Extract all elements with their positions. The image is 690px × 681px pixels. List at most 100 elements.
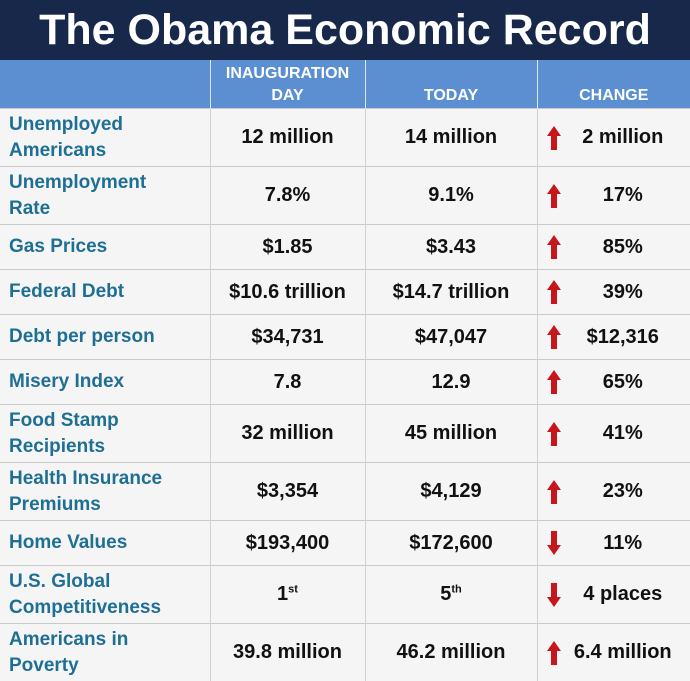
today-value-text: $47,047 [414,325,488,348]
arrow-up-icon [546,235,561,259]
today-value: $47,047 [365,314,538,360]
today-value-text: 45 million [404,422,498,444]
row-label-line2: Competitiveness [9,596,162,618]
header-inauguration-line1: INAUGURATION [225,65,350,82]
inauguration-value: 7.8 [210,359,366,405]
arrow-up-icon [546,640,561,665]
today-value-text: 5 [440,583,452,605]
row-label-line1: Health Insurance [9,467,163,489]
row-label-line2: Poverty [9,654,79,676]
inauguration-value-text: 32 million [241,422,334,444]
row-label-line1: Debt per person [9,326,155,347]
change-value: 4 places [537,565,690,624]
arrow-down-icon [546,582,561,607]
inauguration-value-text: $193,400 [245,531,330,554]
change-value-text: 2 million [582,126,664,148]
record-table: INAUGURATION DAY TODAY CHANGE Unemployed… [0,60,690,681]
change-value-text: 17% [602,184,643,206]
today-value-text: 14 million [404,126,498,148]
change-value-text: 41% [602,422,643,444]
today-value: 9.1% [365,166,538,225]
inauguration-value: $10.6 trillion [210,269,366,315]
row-label: Misery Index [0,359,211,405]
arrow-down-icon [546,531,561,555]
row-label-line2: Rate [9,197,51,219]
change-value-text: 11% [603,531,643,554]
inauguration-value-text: 1 [277,583,289,605]
row-label: Health Insurance Premiums [0,462,211,521]
inauguration-value: 39.8 million [210,623,366,681]
change-value: 65% [537,359,690,405]
table-row: Food Stamp Recipients 32 million 45 million… [0,404,690,463]
row-label-line1: U.S. Global [9,570,111,592]
change-value-text: 4 places [583,583,663,605]
change-value-text: $12,316 [586,325,659,348]
row-label: Americans in Poverty [0,623,211,681]
row-label-line1: Federal Debt [9,281,125,302]
change-value-text: 23% [602,480,643,502]
inauguration-value-text: 12 million [241,126,334,148]
row-label-line2: Americans [9,139,107,161]
today-value: $14.7 trillion [365,269,538,315]
today-value: 14 million [365,108,538,167]
header-metric [0,60,211,109]
header-today: TODAY [365,60,538,109]
inauguration-value: $193,400 [210,520,366,566]
row-label: Unemployment Rate [0,166,211,225]
row-label: Unemployed Americans [0,108,211,167]
table-row: Gas Prices $1.85 $3.43 85% [0,224,690,270]
today-value: 45 million [365,404,538,463]
change-value: 2 million [537,108,690,167]
inauguration-value-text: $34,731 [251,325,324,348]
arrow-up-icon [546,125,561,150]
header-inauguration-line2: DAY [271,87,304,104]
change-value-text: 85% [602,235,643,258]
change-value-text: 6.4 million [573,641,672,663]
header-change: CHANGE [537,60,690,109]
change-value: 17% [537,166,690,225]
table-row: Unemployed Americans 12 million 14 million 2… [0,108,690,167]
table-row: Federal Debt $10.6 trillion $14.7 trillion… [0,269,690,315]
row-label: Food Stamp Recipients [0,404,211,463]
row-label-line1: Gas Prices [9,236,108,257]
today-value-text: $172,600 [409,531,493,554]
row-label-line1: Food Stamp [9,409,119,431]
arrow-up-icon [546,183,561,208]
header-inauguration-day: INAUGURATION DAY [210,60,366,109]
row-label: Debt per person [0,314,211,360]
inauguration-value: $34,731 [210,314,366,360]
row-label-line2: Premiums [9,493,101,515]
row-label: Federal Debt [0,269,211,315]
table-row: Debt per person $34,731 $47,047 $12,316 [0,314,690,360]
inauguration-value: $3,354 [210,462,366,521]
inauguration-value-text: 7.8 [273,370,302,393]
table-row: U.S. Global Competitiveness 1st 5th 4 places [0,565,690,624]
arrow-up-icon [546,479,561,504]
inauguration-value: 7.8% [210,166,366,225]
inauguration-value-text: 39.8 million [233,641,342,663]
inauguration-value-text: $1.85 [262,235,313,258]
header-row: INAUGURATION DAY TODAY CHANGE [0,60,690,109]
change-value: 41% [537,404,690,463]
today-value: $172,600 [365,520,538,566]
table-row: Health Insurance Premiums $3,354 $4,129 23% [0,462,690,521]
today-value-text: $14.7 trillion [392,280,510,303]
inauguration-value: 1st [210,565,366,624]
today-value: 12.9 [365,359,538,405]
today-value: 5th [365,565,538,624]
today-value-text: 12.9 [431,370,471,393]
today-value: 46.2 million [365,623,538,681]
row-label-line2: Recipients [9,435,106,457]
row-label: Home Values [0,520,211,566]
table-row: Home Values $193,400 $172,600 11% [0,520,690,566]
row-label-line1: Home Values [9,532,128,553]
arrow-up-icon [546,325,561,349]
today-value-text: 46.2 million [396,641,506,663]
row-label: U.S. Global Competitiveness [0,565,211,624]
page-title: The Obama Economic Record [0,0,690,60]
change-value-text: 39% [602,280,643,303]
table-row: Americans in Poverty 39.8 million 46.2 mill… [0,623,690,681]
today-value: $3.43 [365,224,538,270]
row-label-line1: Misery Index [9,371,125,392]
